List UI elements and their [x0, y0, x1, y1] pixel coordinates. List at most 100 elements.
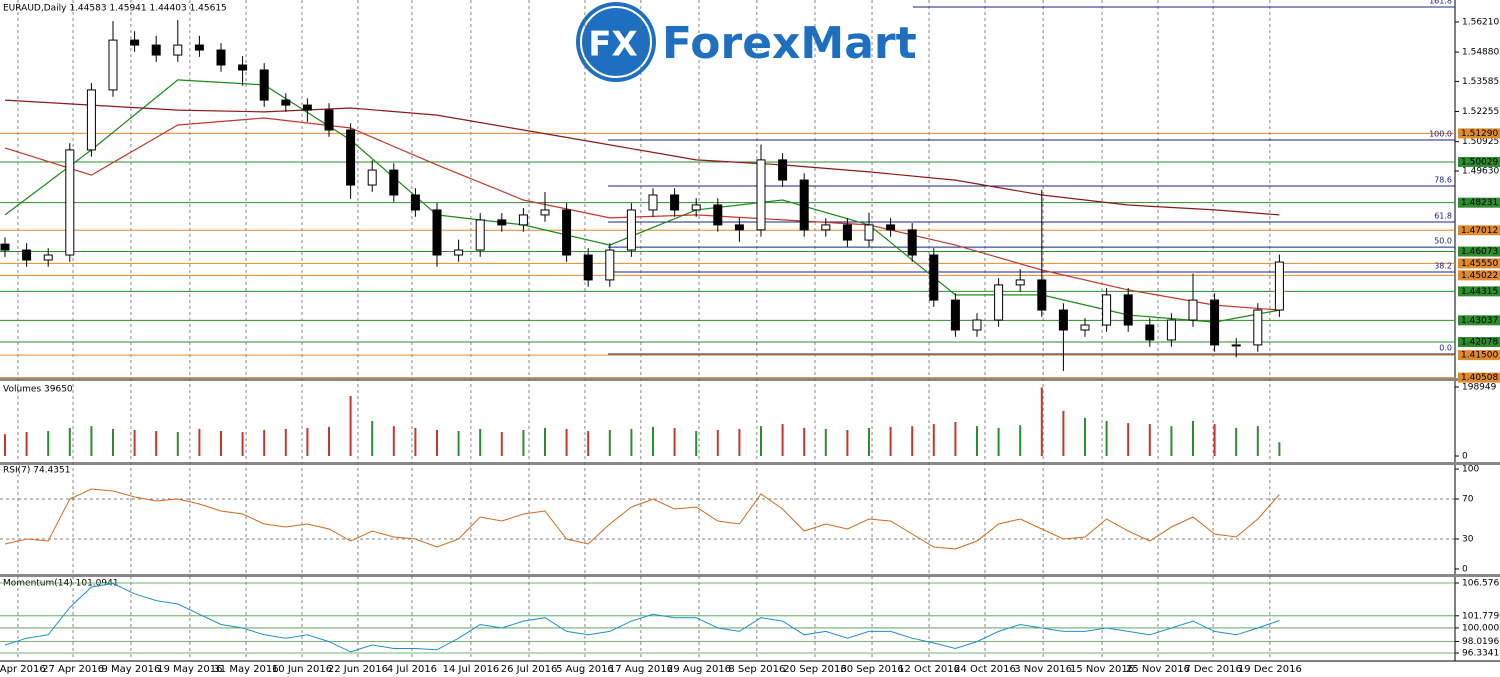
x-tick-label: 25 Nov 2016: [1126, 664, 1190, 675]
candle-body: [864, 224, 874, 241]
x-tick-label: 22 Jun 2016: [328, 664, 388, 675]
candle-body: [734, 224, 744, 231]
x-tick-label: 8 Sep 2016: [728, 664, 785, 675]
candle-body: [86, 89, 96, 151]
logo-text: ForexMart: [662, 18, 917, 69]
level-label: 1.41500: [1461, 351, 1498, 361]
candle-body: [1274, 261, 1284, 311]
level-label: 1.50029: [1461, 157, 1498, 167]
logo-ring: [580, 6, 652, 78]
x-tick-label: 4 Jul 2016: [387, 664, 437, 675]
y-tick-label: 106.5768: [1462, 579, 1500, 589]
candle-body: [1080, 324, 1090, 331]
x-tick-label: 20 Sep 2016: [783, 664, 846, 675]
y-tick-label: 98.0196: [1462, 637, 1499, 647]
y-tick-label: 1.50925: [1462, 137, 1499, 147]
candle-body: [389, 169, 399, 196]
candle-body: [1037, 279, 1047, 311]
level-label-box: [1458, 156, 1500, 167]
candle-body: [950, 299, 960, 331]
y-tick-label: 100.0000: [1462, 623, 1500, 633]
panel-separator: [0, 574, 1500, 577]
logo-circle: [576, 2, 656, 82]
candle-body: [670, 194, 680, 211]
candle-body: [1058, 309, 1068, 331]
level-label-box: [1458, 258, 1500, 269]
candle-body: [346, 129, 356, 186]
y-tick-label: 1.54880: [1462, 48, 1499, 58]
candle-body: [194, 44, 204, 51]
candle-body: [886, 224, 896, 231]
candle-body: [475, 219, 485, 251]
indicator-line: [4, 488, 1280, 550]
candle-body: [497, 219, 507, 226]
level-label: 1.42078: [1461, 338, 1498, 348]
candle-body: [691, 204, 701, 211]
level-label-box: [1458, 197, 1500, 208]
x-tick-label: 14 Jul 2016: [443, 664, 500, 675]
x-tick-label: 5 Aug 2016: [556, 664, 614, 675]
fib-label: 50.0: [1434, 237, 1452, 246]
level-label-box: [1458, 315, 1500, 326]
candle-body: [324, 109, 334, 131]
candle-body: [65, 149, 75, 256]
y-tick-label: 100: [1462, 465, 1479, 475]
candle-body: [648, 194, 658, 211]
moving-average: [4, 99, 1280, 216]
candle-body: [605, 249, 615, 281]
panel-title: Volumes 39650: [3, 385, 73, 395]
candle-body: [713, 204, 723, 226]
y-tick-label: 70: [1462, 495, 1474, 505]
candle-body: [108, 39, 118, 91]
candle-body: [43, 254, 53, 261]
logo: FX ForexMart: [576, 2, 917, 82]
x-tick-label: 17 Aug 2016: [609, 664, 673, 675]
candle-body: [626, 209, 636, 251]
level-label-box: [1458, 128, 1500, 139]
level-label-box: [1458, 225, 1500, 236]
candle-body: [130, 39, 140, 46]
panel-title: Momentum(14) 101.0941: [3, 579, 119, 589]
x-tick-label: 27 Apr 2016: [42, 664, 104, 675]
level-label: 1.43037: [1461, 316, 1498, 326]
y-tick-label: 101.7796: [1462, 611, 1500, 621]
candle-body: [22, 249, 32, 261]
level-label: 1.40508: [1461, 373, 1498, 383]
candle-body: [259, 69, 269, 101]
candle-body: [216, 49, 226, 66]
x-tick-label: 19 May 2016: [157, 664, 222, 675]
fib-label: 100.0: [1429, 129, 1452, 138]
x-tick-label: 15 Nov 2016: [1070, 664, 1134, 675]
fib-label: 161.8: [1429, 0, 1452, 6]
candle-body: [1102, 294, 1112, 326]
fib-label: 0.0: [1439, 343, 1452, 352]
candle-body: [972, 319, 982, 331]
level-label: 1.46073: [1461, 247, 1498, 257]
candle-body: [238, 64, 248, 71]
y-tick-label: 96.3341: [1462, 649, 1499, 659]
fib-label: 38.2: [1434, 262, 1452, 271]
candle-body: [281, 99, 291, 106]
candle-body: [1231, 344, 1241, 347]
x-tick-label: 31 May 2016: [213, 664, 278, 675]
x-tick-label: 19 Dec 2016: [1238, 664, 1302, 675]
candle-body: [1145, 324, 1155, 341]
candle-body: [583, 254, 593, 281]
candle-body: [994, 284, 1004, 321]
candle-body: [302, 104, 312, 111]
x-tick-label: 5 Apr 2016: [0, 664, 46, 675]
candle-body: [518, 214, 528, 226]
candle-body: [367, 169, 377, 186]
candle-body: [173, 44, 183, 56]
x-tick-label: 29 Aug 2016: [667, 664, 731, 675]
indicator-line: [4, 582, 1280, 653]
level-label: 1.48231: [1461, 198, 1498, 208]
y-tick-label: 30: [1462, 535, 1474, 545]
level-label-box: [1458, 246, 1500, 257]
level-label-box: [1458, 372, 1500, 383]
panel-title: EURAUD,Daily 1.44583 1.45941 1.44403 1.4…: [3, 4, 227, 14]
x-tick-label: 10 Jun 2016: [272, 664, 332, 675]
y-tick-label: 0: [1462, 565, 1468, 575]
